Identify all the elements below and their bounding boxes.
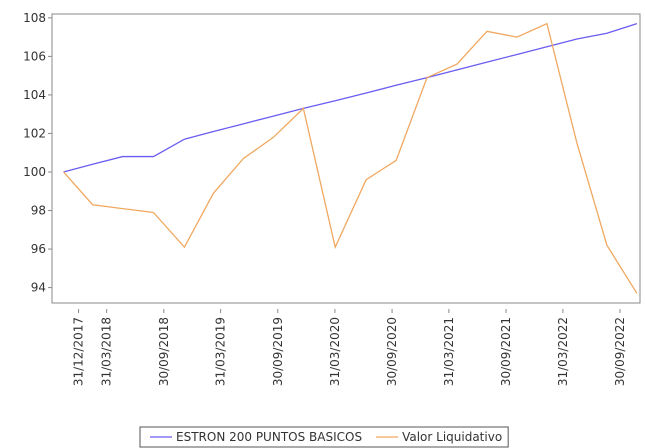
x-tick-label: 30/09/2018 — [157, 317, 171, 386]
x-tick-label: 31/12/2017 — [72, 317, 86, 386]
x-tick-label: 30/09/2021 — [499, 317, 513, 386]
y-tick-label: 98 — [31, 204, 46, 218]
series-line — [63, 22, 638, 294]
y-tick-label: 108 — [23, 11, 46, 25]
x-tick-label: 30/09/2019 — [271, 317, 285, 386]
y-tick-label: 102 — [23, 126, 46, 140]
legend: ESTRON 200 PUNTOS BASICOS Valor Liquidati… — [139, 426, 509, 448]
legend-box — [139, 426, 509, 448]
x-tick-label: 31/03/2022 — [556, 317, 570, 386]
legend-label: Valor Liquidativo — [402, 430, 502, 444]
y-tick-label: 94 — [31, 281, 46, 295]
x-tick-label: 31/03/2018 — [100, 317, 114, 386]
x-tick-label: 31/03/2021 — [442, 317, 456, 386]
x-tick-label: 30/09/2020 — [385, 317, 399, 386]
legend-label: ESTRON 200 PUNTOS BASICOS — [176, 430, 362, 444]
x-tick-label: 31/03/2019 — [214, 317, 228, 386]
y-tick-label: 100 — [23, 165, 46, 179]
plot-area — [51, 13, 641, 304]
series-line — [63, 23, 638, 173]
y-tick-label: 106 — [23, 49, 46, 63]
x-tick-label: 30/09/2022 — [613, 317, 627, 386]
y-tick-label: 104 — [23, 88, 46, 102]
x-tick-label: 31/03/2020 — [328, 317, 342, 386]
y-tick-label: 96 — [31, 242, 46, 256]
